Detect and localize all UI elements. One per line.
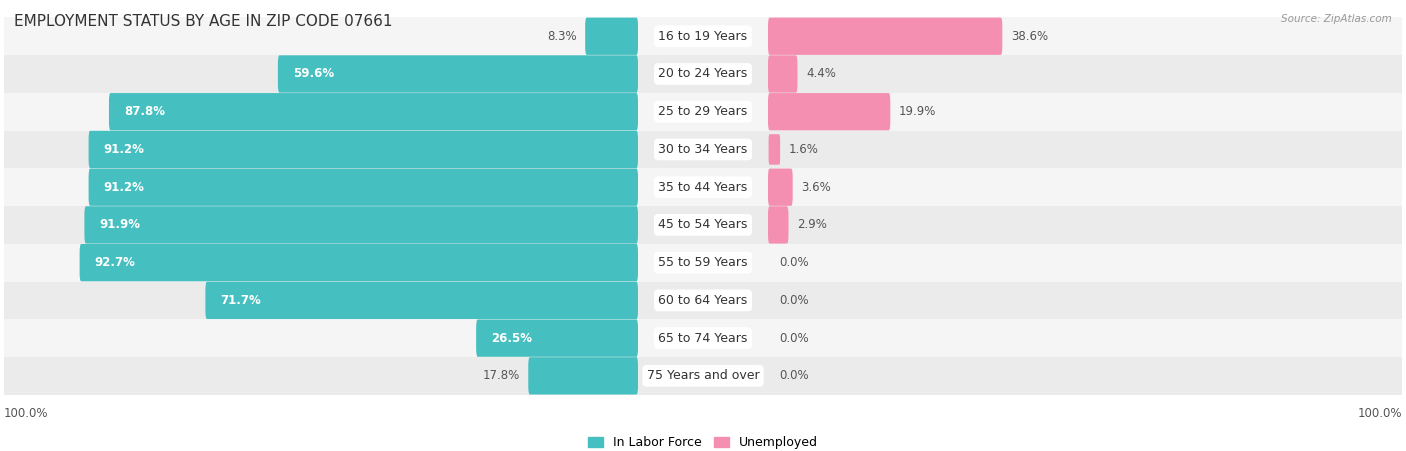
Text: 100.0%: 100.0%: [1357, 407, 1402, 420]
Text: 38.6%: 38.6%: [1011, 30, 1047, 43]
Text: 35 to 44 Years: 35 to 44 Years: [658, 181, 748, 193]
Text: 92.7%: 92.7%: [94, 256, 135, 269]
FancyBboxPatch shape: [4, 18, 1402, 55]
FancyBboxPatch shape: [4, 357, 1402, 395]
FancyBboxPatch shape: [4, 93, 1402, 131]
Text: 26.5%: 26.5%: [491, 331, 531, 345]
Text: 55 to 59 Years: 55 to 59 Years: [658, 256, 748, 269]
Text: 19.9%: 19.9%: [898, 105, 936, 118]
Text: 8.3%: 8.3%: [547, 30, 576, 43]
Text: 71.7%: 71.7%: [221, 294, 262, 307]
FancyBboxPatch shape: [769, 134, 780, 165]
Text: 2.9%: 2.9%: [797, 218, 827, 231]
Text: 3.6%: 3.6%: [801, 181, 831, 193]
FancyBboxPatch shape: [80, 244, 638, 281]
Text: 59.6%: 59.6%: [292, 68, 333, 80]
Text: 0.0%: 0.0%: [779, 294, 810, 307]
Legend: In Labor Force, Unemployed: In Labor Force, Unemployed: [583, 431, 823, 451]
Text: 45 to 54 Years: 45 to 54 Years: [658, 218, 748, 231]
FancyBboxPatch shape: [529, 357, 638, 395]
FancyBboxPatch shape: [4, 168, 1402, 206]
Text: 20 to 24 Years: 20 to 24 Years: [658, 68, 748, 80]
FancyBboxPatch shape: [477, 319, 638, 357]
Text: 4.4%: 4.4%: [806, 68, 835, 80]
Text: 16 to 19 Years: 16 to 19 Years: [658, 30, 748, 43]
FancyBboxPatch shape: [110, 93, 638, 130]
Text: 0.0%: 0.0%: [779, 369, 810, 382]
Text: 91.2%: 91.2%: [104, 143, 145, 156]
FancyBboxPatch shape: [768, 55, 797, 92]
FancyBboxPatch shape: [4, 319, 1402, 357]
Text: Source: ZipAtlas.com: Source: ZipAtlas.com: [1281, 14, 1392, 23]
FancyBboxPatch shape: [585, 18, 638, 55]
FancyBboxPatch shape: [4, 55, 1402, 93]
FancyBboxPatch shape: [768, 169, 793, 206]
FancyBboxPatch shape: [89, 131, 638, 168]
Text: 60 to 64 Years: 60 to 64 Years: [658, 294, 748, 307]
Text: 0.0%: 0.0%: [779, 331, 810, 345]
FancyBboxPatch shape: [278, 55, 638, 92]
Text: 17.8%: 17.8%: [482, 369, 520, 382]
Text: 65 to 74 Years: 65 to 74 Years: [658, 331, 748, 345]
Text: 25 to 29 Years: 25 to 29 Years: [658, 105, 748, 118]
Text: 91.2%: 91.2%: [104, 181, 145, 193]
FancyBboxPatch shape: [768, 206, 789, 244]
Text: 30 to 34 Years: 30 to 34 Years: [658, 143, 748, 156]
Text: 91.9%: 91.9%: [100, 218, 141, 231]
Text: EMPLOYMENT STATUS BY AGE IN ZIP CODE 07661: EMPLOYMENT STATUS BY AGE IN ZIP CODE 076…: [14, 14, 392, 28]
FancyBboxPatch shape: [84, 206, 638, 244]
FancyBboxPatch shape: [4, 131, 1402, 168]
FancyBboxPatch shape: [768, 93, 890, 130]
FancyBboxPatch shape: [89, 169, 638, 206]
Text: 0.0%: 0.0%: [779, 256, 810, 269]
FancyBboxPatch shape: [4, 206, 1402, 244]
FancyBboxPatch shape: [768, 18, 1002, 55]
FancyBboxPatch shape: [205, 282, 638, 319]
FancyBboxPatch shape: [4, 244, 1402, 281]
FancyBboxPatch shape: [4, 281, 1402, 319]
Text: 75 Years and over: 75 Years and over: [647, 369, 759, 382]
Text: 100.0%: 100.0%: [4, 407, 49, 420]
Text: 1.6%: 1.6%: [789, 143, 820, 156]
Text: 87.8%: 87.8%: [124, 105, 165, 118]
